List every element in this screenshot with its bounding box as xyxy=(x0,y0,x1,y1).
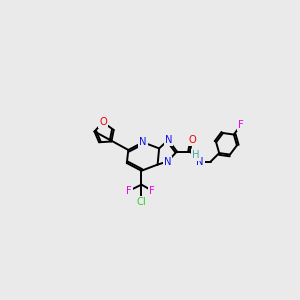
Text: N: N xyxy=(196,157,204,166)
Text: O: O xyxy=(188,135,196,145)
Text: F: F xyxy=(149,186,155,196)
Text: N: N xyxy=(164,157,171,166)
Text: F: F xyxy=(126,186,132,196)
Text: Cl: Cl xyxy=(136,196,146,206)
Text: N: N xyxy=(139,137,147,147)
Text: F: F xyxy=(238,120,244,130)
Text: N: N xyxy=(165,135,172,145)
Text: O: O xyxy=(99,117,107,127)
Text: H: H xyxy=(192,150,199,160)
